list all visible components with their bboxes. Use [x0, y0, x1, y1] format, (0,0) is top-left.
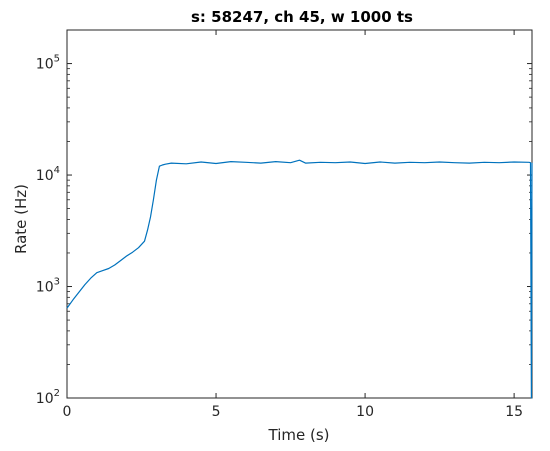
y-tick-label: 104: [36, 165, 60, 184]
x-tick-label: 5: [212, 404, 221, 420]
y-axis-label: Rate (Hz): [12, 184, 30, 254]
plot-area: 0 5 10 15 102 103 104 105: [36, 29, 533, 420]
x-tick-label: 15: [505, 404, 523, 420]
x-tick-label: 0: [63, 404, 72, 420]
x-axis-label: Time (s): [268, 426, 330, 444]
x-tick-label: 10: [356, 404, 374, 420]
y-tick-label: 102: [36, 388, 60, 407]
y-tick-label: 103: [36, 277, 60, 296]
series-line: [66, 159, 533, 399]
y-tick-label: 105: [36, 54, 60, 73]
chart-title: s: 58247, ch 45, w 1000 ts: [191, 8, 413, 26]
